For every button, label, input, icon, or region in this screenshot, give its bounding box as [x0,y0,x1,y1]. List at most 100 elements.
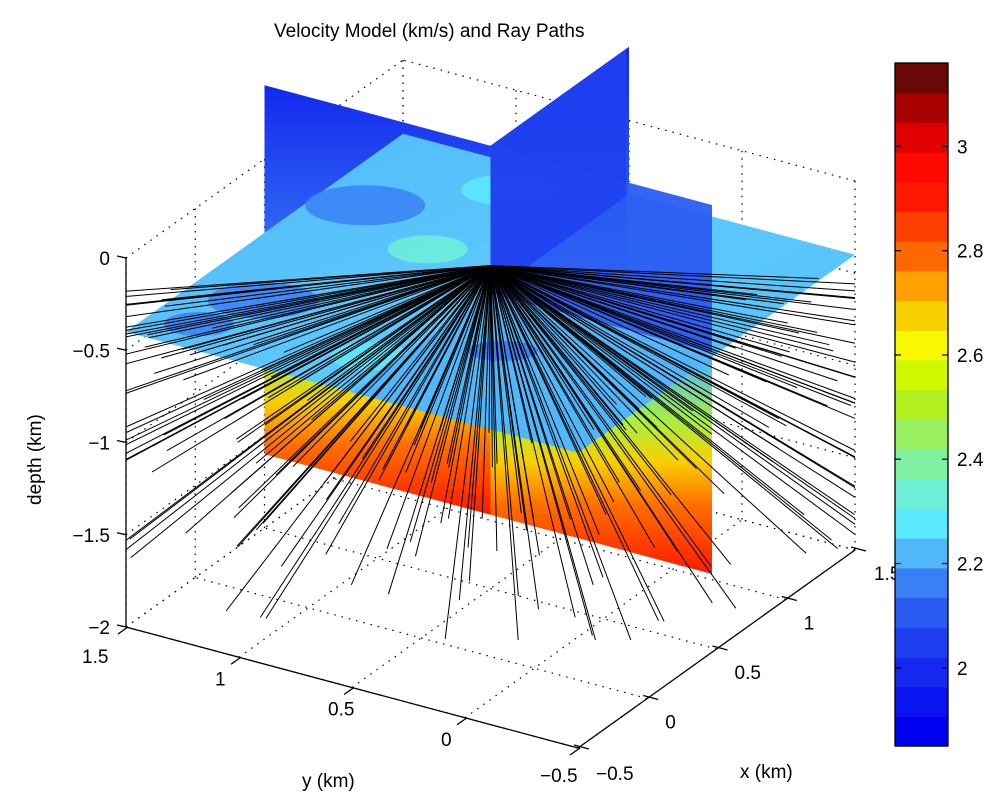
x-tick-label: −0.5 [596,764,634,785]
z-tick-mark [116,532,127,536]
z-tick-label: −1.5 [72,526,110,547]
y-tick-labels: 1.5 1 0.5 0 −0.5 [82,647,578,787]
colorbar-segment [895,449,948,480]
z-tick-mark [116,255,127,259]
x-axis-line [577,549,856,749]
ray-path [262,265,491,524]
ray-path [490,265,737,609]
y-tick-mark [569,747,581,756]
y-tick-mark [117,626,129,635]
ray-path [292,265,491,468]
ray-path [447,265,491,519]
ray-path [490,265,812,303]
ray-path [490,265,533,444]
ray-path [490,265,818,333]
ray-path [490,265,770,428]
ray-path [490,265,787,427]
colorbar-segment [895,716,948,747]
ray-path [164,265,491,307]
x-axis-label: x (km) [740,762,793,783]
colorbar-segment [895,419,948,450]
colorbar-tick-labels: 2 2.2 2.4 2.6 2.8 3 [957,137,984,679]
ray-path [125,265,491,541]
ray-path [490,265,856,451]
slice-y-front-upper [490,48,627,294]
colorbar-tick-label: 2.4 [957,450,984,471]
ray-path [125,265,491,335]
x-tick-mark [573,744,590,750]
ray-path [236,265,491,440]
ray-path [350,265,491,586]
ray-path [490,265,713,435]
ray-path [125,265,491,392]
z-tick-label: −0.5 [72,341,110,362]
ray-path [125,265,491,306]
ray-path [125,265,491,355]
ray-path [125,265,491,446]
ray-path [490,265,659,621]
y-tick-label: 0 [441,730,452,751]
ray-path [265,265,491,619]
colorbar-segment [895,181,948,213]
ray-path [490,265,856,322]
ray-path [481,265,491,519]
ray-path [387,265,491,595]
colorbar-segment [895,270,948,302]
ray-path [490,265,594,585]
colorbar-segment [895,330,948,361]
ray-path [490,265,834,352]
ray-path [490,265,596,641]
ray-path [125,265,491,297]
ray-path [490,265,617,405]
ray-path [125,265,491,318]
ray-path [490,265,615,503]
colorbar-segment [895,508,948,539]
ray-path [468,265,491,582]
x-tick-label: 0 [665,713,676,734]
colorbar-tick-label: 3 [957,137,968,158]
ray-path [490,265,856,399]
z-tick-mark [116,439,127,444]
colorbar-segment [895,63,948,94]
ray-path [490,265,838,382]
ray-path [490,265,767,383]
ray-path [490,265,498,552]
ray-path [490,265,856,292]
ray-path [490,265,522,514]
ray-path [267,265,491,399]
x-tick-label: 0.5 [735,663,761,684]
ray-path [212,265,491,329]
z-tick-labels: 0 −0.5 −1 −1.5 −2 [72,249,110,639]
ray-path [490,265,665,622]
ray-path [490,265,788,324]
ray-path [490,265,856,299]
ray-path [490,265,638,434]
y-tick-label: 1 [215,669,226,690]
grid-line [264,527,717,650]
ray-path [490,265,747,301]
ray-path [467,265,491,548]
x-tick-labels: −0.5 0 0.5 1 1.5 [596,564,900,785]
colorbar-tick-label: 2.8 [957,242,983,263]
ray-path [154,265,491,374]
ray-path [490,265,783,357]
ray-path [237,265,491,443]
ray-path [283,265,491,353]
colorbar-tick-label: 2 [957,659,968,680]
velocity-patch [387,235,468,264]
z-tick-label: −1 [88,434,110,455]
ray-path [125,265,491,434]
ray-path [323,265,491,484]
ray-path [490,265,856,487]
z-tick-mark [116,347,127,351]
axes [116,255,867,756]
y-tick-label: 1.5 [82,647,108,668]
ray-path [349,265,491,442]
ray-path [490,265,856,535]
ray-path [490,265,713,604]
colorbar-segment [895,686,948,717]
ray-path [490,265,856,404]
ray-path [490,265,819,279]
ray-path [490,265,632,641]
